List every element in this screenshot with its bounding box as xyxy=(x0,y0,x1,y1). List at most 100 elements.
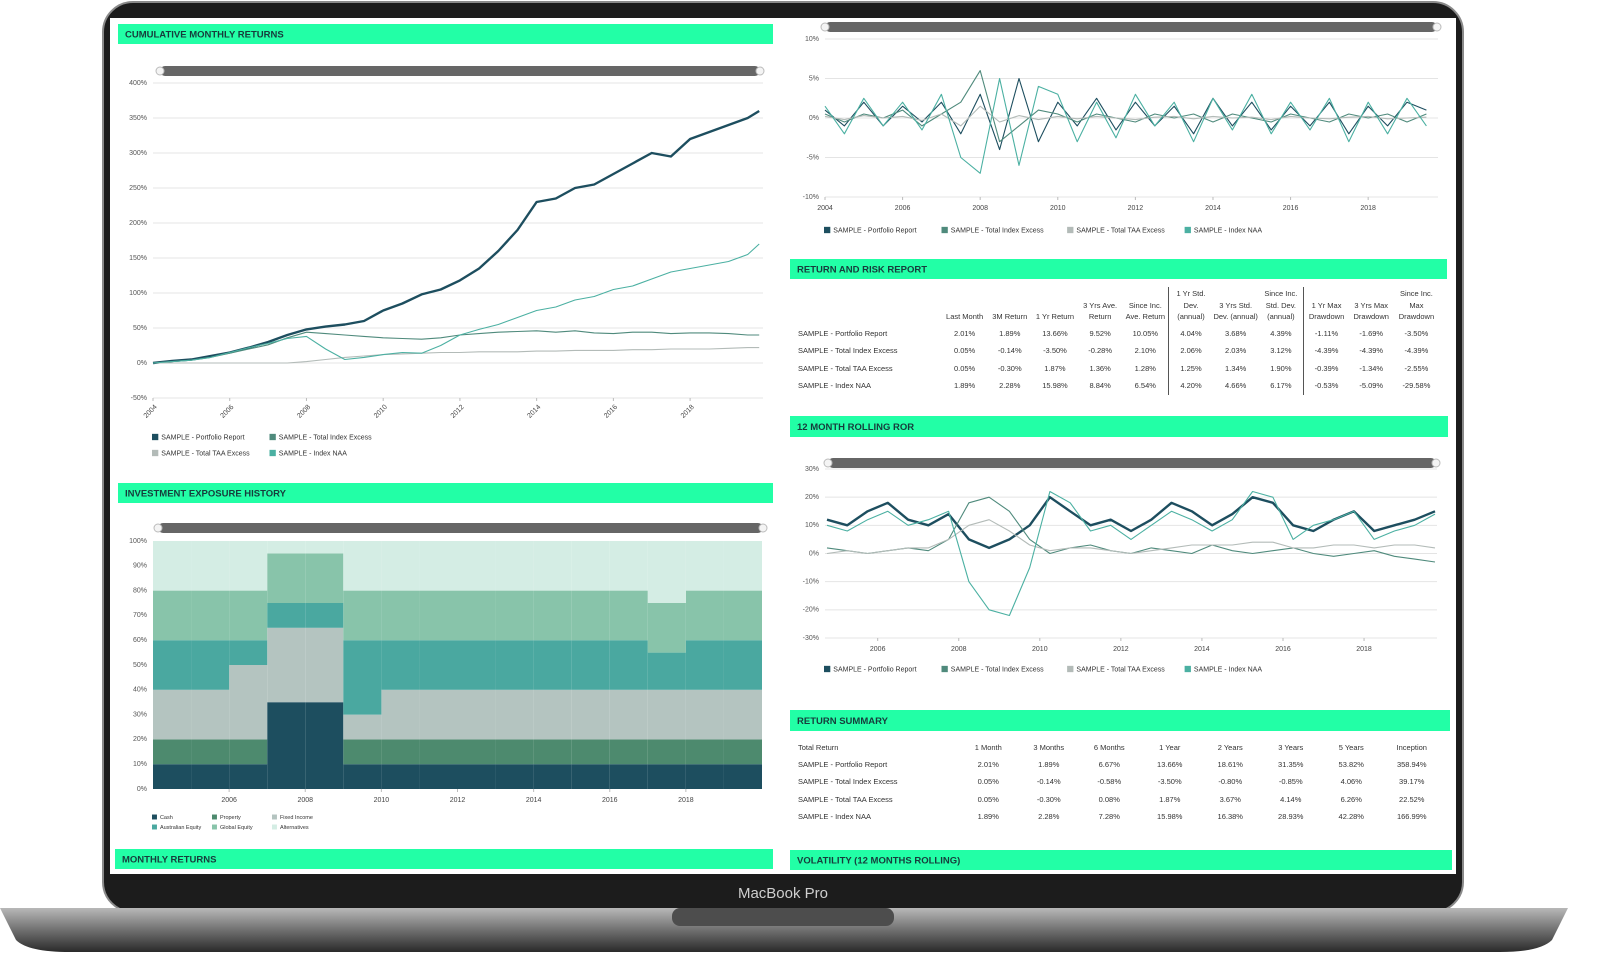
y-tick-label: 40% xyxy=(133,687,147,694)
area-segment xyxy=(609,590,648,641)
legend-label: SAMPLE - Total Index Excess xyxy=(951,666,1044,673)
legend-label: Global Equity xyxy=(220,825,253,831)
table-cell: -1.69% xyxy=(1359,329,1384,339)
table-cell: 4.20% xyxy=(1167,377,1213,395)
legend-swatch xyxy=(1184,226,1191,234)
area-segment xyxy=(267,702,306,789)
area-segment xyxy=(267,541,306,554)
table-cell: 9.52% xyxy=(1089,329,1111,339)
section-title: RETURN SUMMARY xyxy=(797,716,889,727)
area-segment xyxy=(381,590,420,641)
y-tick-label: 0% xyxy=(809,550,819,557)
area-segment xyxy=(533,689,572,740)
area-segment xyxy=(533,541,572,591)
y-tick-label: 0% xyxy=(137,360,147,367)
slider-handle xyxy=(1431,458,1441,468)
table-cell: 6.67% xyxy=(1098,760,1120,770)
column-header: 1 Year xyxy=(1159,742,1181,752)
area-segment xyxy=(457,689,496,740)
y-tick-label: 0% xyxy=(137,786,147,793)
area-segment xyxy=(533,640,572,690)
x-tick-label: 2006 xyxy=(870,646,886,653)
column-header: 3M Return xyxy=(992,311,1028,321)
table-cell: 18.61% xyxy=(1217,760,1243,770)
column-header: Since Inc. Std. Dev. (annual) xyxy=(1264,289,1298,321)
data-table: Total Return 1 Month 3 Months 6 Months 1 Yea… xyxy=(790,741,1442,826)
area-segment xyxy=(305,553,344,603)
area-segment xyxy=(419,590,458,641)
area-segment xyxy=(229,541,268,591)
area-segment xyxy=(571,590,610,641)
area-segment xyxy=(647,603,686,653)
table-cell: 4.14% xyxy=(1280,794,1302,804)
area-segment xyxy=(229,665,268,740)
x-tick-label: 2006 xyxy=(895,205,911,212)
slider-handle xyxy=(820,22,830,32)
area-segment xyxy=(685,764,724,789)
x-tick-label: 2010 xyxy=(374,797,390,804)
table-cell: 0.05% xyxy=(977,777,999,787)
area-segment xyxy=(723,541,762,591)
x-tick-label: 2014 xyxy=(1205,205,1221,212)
area-segment xyxy=(343,764,382,789)
area-segment xyxy=(153,590,192,641)
y-tick-label: 10% xyxy=(805,522,819,529)
table-cell: -0.85% xyxy=(1278,777,1303,787)
y-tick-label: 0% xyxy=(809,115,819,122)
area-segment xyxy=(191,640,230,690)
area-segment xyxy=(723,689,762,740)
area-segment xyxy=(381,541,420,591)
x-tick-label: 2018 xyxy=(1360,205,1376,212)
area-segment xyxy=(571,689,610,740)
table-cell: 1.89% xyxy=(977,812,999,822)
legend-swatch xyxy=(212,814,217,820)
y-tick-label: -20% xyxy=(803,607,819,614)
y-tick-label: 60% xyxy=(133,637,147,644)
table-cell: -4.39% xyxy=(1359,346,1384,356)
x-tick-label: 2006 xyxy=(221,797,237,804)
table-cell: 8.84% xyxy=(1089,381,1111,391)
y-tick-label: -10% xyxy=(803,579,819,586)
table-cell: 2.06% xyxy=(1167,342,1213,360)
slider-handle xyxy=(1432,22,1442,32)
legend-label: Property xyxy=(220,815,241,821)
area-segment xyxy=(343,640,382,715)
area-segment xyxy=(685,739,724,765)
legend-swatch xyxy=(152,449,159,457)
area-segment xyxy=(381,764,420,789)
area-segment xyxy=(571,764,610,789)
table-cell: 1.90% xyxy=(1270,363,1292,373)
table-cell: 15.98% xyxy=(1157,812,1183,822)
legend-label: SAMPLE - Index NAA xyxy=(279,450,347,457)
row-label: SAMPLE - Total Index Excess xyxy=(798,777,898,787)
area-segment xyxy=(609,541,648,591)
legend-swatch xyxy=(941,226,948,234)
section-header xyxy=(790,416,1448,437)
table-cell: 13.66% xyxy=(1157,760,1183,770)
area-segment xyxy=(343,714,382,740)
section-header xyxy=(790,850,1452,870)
area-segment xyxy=(419,640,458,690)
table-cell: 16.38% xyxy=(1217,812,1243,822)
y-tick-label: 50% xyxy=(133,662,147,669)
area-segment xyxy=(153,541,192,591)
y-tick-label: 30% xyxy=(133,711,147,718)
table-cell: -0.28% xyxy=(1088,346,1112,356)
legend-swatch xyxy=(152,433,159,441)
column-header: 6 Months xyxy=(1093,742,1125,752)
area-segment xyxy=(685,640,724,690)
table-cell: -0.30% xyxy=(1036,794,1061,804)
table-corner xyxy=(790,287,942,325)
table-cell: 22.52% xyxy=(1399,794,1425,804)
table-cell: 2.03% xyxy=(1225,346,1247,356)
area-segment xyxy=(305,702,344,789)
table-cell: 39.17% xyxy=(1399,777,1425,787)
section-title: RETURN AND RISK REPORT xyxy=(797,265,927,276)
line-series xyxy=(824,105,1427,127)
section-header xyxy=(790,710,1450,731)
y-tick-label: 10% xyxy=(133,761,147,768)
table-cell: 1.36% xyxy=(1089,363,1111,373)
legend-swatch xyxy=(152,824,157,830)
area-segment xyxy=(723,739,762,765)
area-segment xyxy=(533,739,572,765)
